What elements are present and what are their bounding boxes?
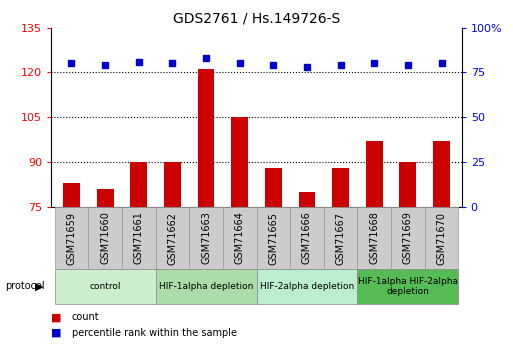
Text: GSM71661: GSM71661 bbox=[134, 211, 144, 265]
Bar bbox=[189, 207, 223, 269]
Bar bbox=[155, 269, 256, 304]
Bar bbox=[265, 168, 282, 207]
Bar bbox=[155, 207, 189, 269]
Bar bbox=[198, 69, 214, 207]
Text: control: control bbox=[89, 282, 121, 291]
Bar bbox=[425, 207, 458, 269]
Text: GSM71666: GSM71666 bbox=[302, 211, 312, 265]
Bar bbox=[290, 207, 324, 269]
Text: GSM71663: GSM71663 bbox=[201, 211, 211, 265]
Text: GSM71667: GSM71667 bbox=[336, 211, 346, 265]
Text: ■: ■ bbox=[51, 328, 62, 338]
Bar bbox=[88, 207, 122, 269]
Bar bbox=[130, 162, 147, 207]
Bar bbox=[164, 162, 181, 207]
Text: GSM71670: GSM71670 bbox=[437, 211, 446, 265]
Bar bbox=[433, 141, 450, 207]
Bar bbox=[358, 269, 458, 304]
Bar bbox=[55, 269, 155, 304]
Bar bbox=[63, 183, 80, 207]
Text: HIF-1alpha depletion: HIF-1alpha depletion bbox=[159, 282, 253, 291]
Text: GSM71660: GSM71660 bbox=[100, 211, 110, 265]
Text: ■: ■ bbox=[51, 313, 62, 322]
Bar bbox=[366, 141, 383, 207]
Text: GSM71669: GSM71669 bbox=[403, 211, 413, 265]
Text: GSM71665: GSM71665 bbox=[268, 211, 279, 265]
Title: GDS2761 / Hs.149726-S: GDS2761 / Hs.149726-S bbox=[173, 11, 340, 25]
Bar bbox=[97, 189, 113, 207]
Text: protocol: protocol bbox=[5, 282, 45, 291]
Bar bbox=[55, 207, 88, 269]
Bar bbox=[358, 207, 391, 269]
Bar bbox=[256, 269, 358, 304]
Bar bbox=[223, 207, 256, 269]
Text: GSM71664: GSM71664 bbox=[234, 211, 245, 265]
Bar bbox=[391, 207, 425, 269]
Text: GSM71659: GSM71659 bbox=[67, 211, 76, 265]
Bar bbox=[324, 207, 358, 269]
Text: HIF-1alpha HIF-2alpha
depletion: HIF-1alpha HIF-2alpha depletion bbox=[358, 277, 458, 296]
Text: HIF-2alpha depletion: HIF-2alpha depletion bbox=[260, 282, 354, 291]
Bar bbox=[299, 192, 315, 207]
Bar bbox=[231, 117, 248, 207]
Text: GSM71662: GSM71662 bbox=[167, 211, 177, 265]
Bar bbox=[122, 207, 155, 269]
Text: ▶: ▶ bbox=[35, 282, 44, 291]
Text: percentile rank within the sample: percentile rank within the sample bbox=[72, 328, 237, 338]
Bar bbox=[332, 168, 349, 207]
Text: count: count bbox=[72, 313, 100, 322]
Text: GSM71668: GSM71668 bbox=[369, 211, 379, 265]
Bar bbox=[400, 162, 416, 207]
Bar bbox=[256, 207, 290, 269]
